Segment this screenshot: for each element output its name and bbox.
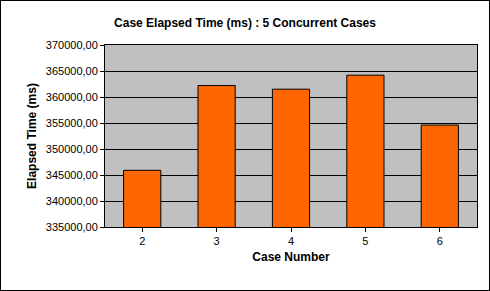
svg-text:5: 5 [362,235,368,247]
svg-text:350000,00: 350000,00 [46,143,98,155]
svg-text:340000,00: 340000,00 [46,195,98,207]
svg-text:370000,00: 370000,00 [46,39,98,51]
svg-text:335000,00: 335000,00 [46,221,98,233]
svg-text:Case Elapsed Time (ms) : 5 Con: Case Elapsed Time (ms) : 5 Concurrent Ca… [114,16,376,30]
svg-text:2: 2 [139,235,145,247]
svg-text:355000,00: 355000,00 [46,117,98,129]
svg-text:6: 6 [437,235,443,247]
svg-text:365000,00: 365000,00 [46,65,98,77]
svg-text:3: 3 [214,235,220,247]
svg-text:Elapsed Time (ms): Elapsed Time (ms) [25,83,39,189]
svg-text:4: 4 [288,235,294,247]
svg-text:345000,00: 345000,00 [46,169,98,181]
svg-text:360000,00: 360000,00 [46,91,98,103]
svg-text:Case Number: Case Number [252,250,330,264]
